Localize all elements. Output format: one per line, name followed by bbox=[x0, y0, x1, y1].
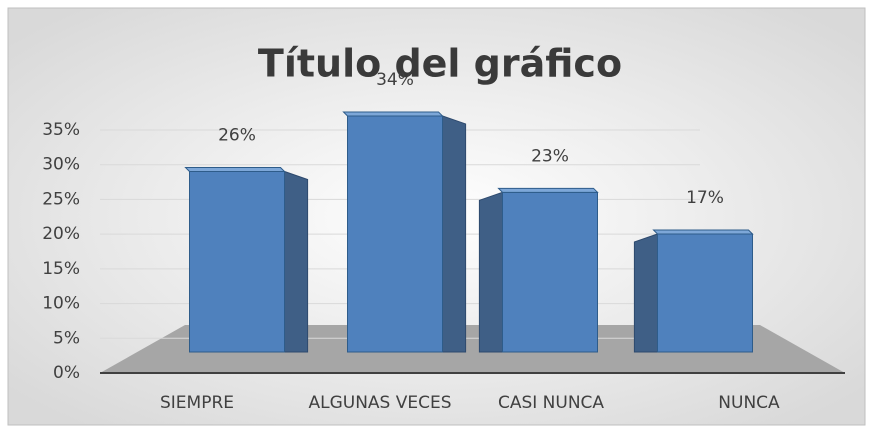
chart-title: Título del gráfico bbox=[258, 42, 622, 86]
x-tick-label: SIEMPRE bbox=[160, 393, 234, 413]
y-tick-label: 10% bbox=[42, 294, 80, 314]
y-tick-label: 20% bbox=[42, 224, 80, 244]
data-label: 26% bbox=[218, 125, 256, 145]
data-label: 23% bbox=[531, 146, 569, 166]
y-tick-label: 5% bbox=[53, 328, 80, 348]
bar-side bbox=[442, 115, 467, 353]
bar bbox=[657, 233, 753, 353]
x-tick-label: ALGUNAS VECES bbox=[308, 393, 451, 413]
bar bbox=[502, 191, 598, 353]
x-tick-label: CASI NUNCA bbox=[498, 393, 604, 413]
x-tick-label: NUNCA bbox=[718, 393, 780, 413]
y-tick-label: 0% bbox=[53, 363, 80, 383]
data-label: 34% bbox=[376, 70, 414, 90]
data-label: 17% bbox=[686, 188, 724, 208]
bar bbox=[189, 170, 285, 353]
bar-top bbox=[652, 229, 754, 235]
y-tick-label: 25% bbox=[42, 189, 80, 209]
bar bbox=[347, 115, 443, 353]
bar-side bbox=[284, 170, 309, 353]
bar-top bbox=[342, 111, 444, 117]
bar-side bbox=[478, 191, 503, 353]
y-tick-label: 30% bbox=[42, 155, 80, 175]
bar-side bbox=[633, 233, 658, 353]
bar-top bbox=[497, 187, 599, 193]
y-tick-label: 35% bbox=[42, 120, 80, 140]
bar-top bbox=[184, 166, 286, 172]
y-tick-label: 15% bbox=[42, 259, 80, 279]
